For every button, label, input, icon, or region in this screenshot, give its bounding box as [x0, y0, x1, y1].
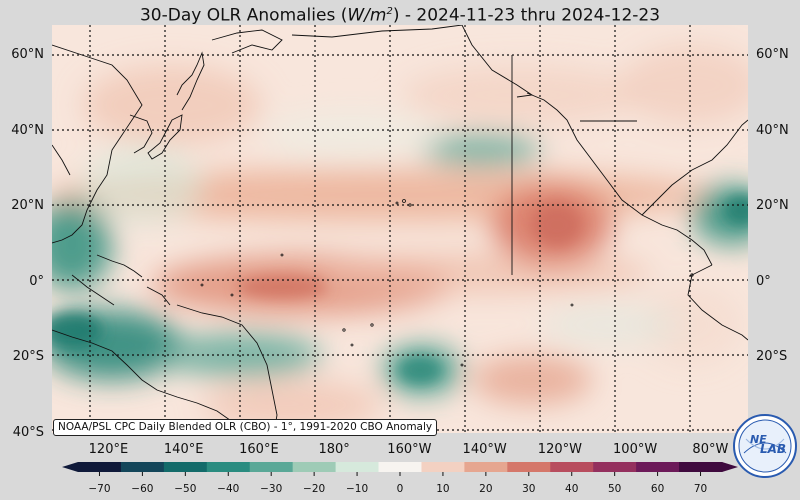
- colorbar-tick-label: 0: [396, 483, 404, 495]
- gridlines: [52, 25, 748, 433]
- colorbar-tick-label: 30: [522, 483, 536, 495]
- lon-label: 120°W: [537, 442, 582, 457]
- map-title: 30-Day OLR Anomalies (W/m2) - 2024-11-23…: [0, 0, 800, 26]
- lat-label-left: 20°S: [12, 349, 44, 365]
- colorbar-segment: [679, 462, 723, 472]
- colorbar-tick-label: −60: [131, 483, 154, 495]
- lat-label-right: 40°N: [756, 122, 789, 138]
- colorbar-tick-label: −30: [260, 483, 283, 495]
- source-note: NOAA/PSL CPC Daily Blended OLR (CBO) - 1…: [53, 419, 438, 436]
- lon-label: 160°E: [239, 442, 279, 457]
- coastlines: [52, 25, 748, 433]
- title-unit-exponent: 2: [386, 6, 393, 17]
- lon-label: 140°E: [163, 442, 204, 457]
- lon-label: 140°W: [462, 442, 507, 457]
- lat-label-left: 60°N: [11, 47, 44, 63]
- olr-anomaly-map: [52, 25, 748, 433]
- colorbar-segment: [120, 462, 165, 472]
- lat-label-left: 40°N: [11, 122, 44, 138]
- nelab-logo: NE LAB: [733, 414, 797, 478]
- colorbar-tick-label: 40: [565, 483, 579, 495]
- colorbar-segment: [78, 462, 122, 472]
- lon-label: 120°E: [88, 442, 129, 457]
- colorbar-tick-label: −70: [88, 483, 111, 495]
- title-suffix: ) - 2024-11-23 thru 2024-12-23: [392, 5, 661, 26]
- colorbar-tick-label: 20: [479, 483, 493, 495]
- colorbar-segment: [206, 462, 251, 472]
- lon-label: 80°W: [692, 442, 729, 457]
- colorbar-segment: [335, 462, 380, 472]
- islands: [200, 199, 694, 367]
- colorbar-min-arrow: [62, 462, 78, 472]
- lon-label: 100°W: [613, 442, 658, 457]
- lon-label: 160°W: [387, 442, 432, 457]
- logo-text-top: NE: [750, 433, 767, 446]
- colorbar-max-arrow: [722, 462, 738, 472]
- colorbar-tick-label: 50: [607, 483, 622, 495]
- lat-label-left: 0°: [29, 273, 44, 289]
- colorbar-tick-label: 60: [650, 483, 665, 495]
- colorbar-segment: [378, 462, 422, 472]
- colorbar-segment: [163, 462, 208, 472]
- lat-label-right: 20°N: [756, 198, 789, 214]
- logo-text-main: LAB: [760, 442, 786, 456]
- lon-label: 180°: [318, 442, 350, 457]
- colorbar-tick-label: 70: [693, 483, 708, 495]
- lat-label-left: 40°S: [12, 425, 44, 440]
- colorbar-tick-label: 10: [436, 483, 450, 495]
- colorbar: [62, 462, 738, 476]
- title-prefix: 30-Day OLR Anomalies (: [139, 5, 348, 26]
- colorbar-segment: [292, 462, 337, 472]
- colorbar-segment: [421, 462, 465, 472]
- lat-label-right: 0°: [756, 273, 771, 289]
- title-unit: W/m: [347, 5, 387, 26]
- colorbar-tick-label: −20: [303, 483, 326, 495]
- lat-label-left: 20°N: [11, 198, 44, 214]
- colorbar-segment: [507, 462, 551, 472]
- lat-label-right: 60°N: [756, 47, 789, 63]
- colorbar-segment: [550, 462, 594, 472]
- colorbar-segment: [593, 462, 637, 472]
- lat-label-right: 20°S: [756, 349, 788, 365]
- colorbar-segment: [249, 462, 294, 472]
- colorbar-tick-label: −50: [174, 483, 197, 495]
- colorbar-tick-label: −40: [217, 483, 240, 495]
- colorbar-segment: [464, 462, 508, 472]
- colorbar-segment: [636, 462, 680, 472]
- colorbar-tick-label: −10: [345, 483, 369, 495]
